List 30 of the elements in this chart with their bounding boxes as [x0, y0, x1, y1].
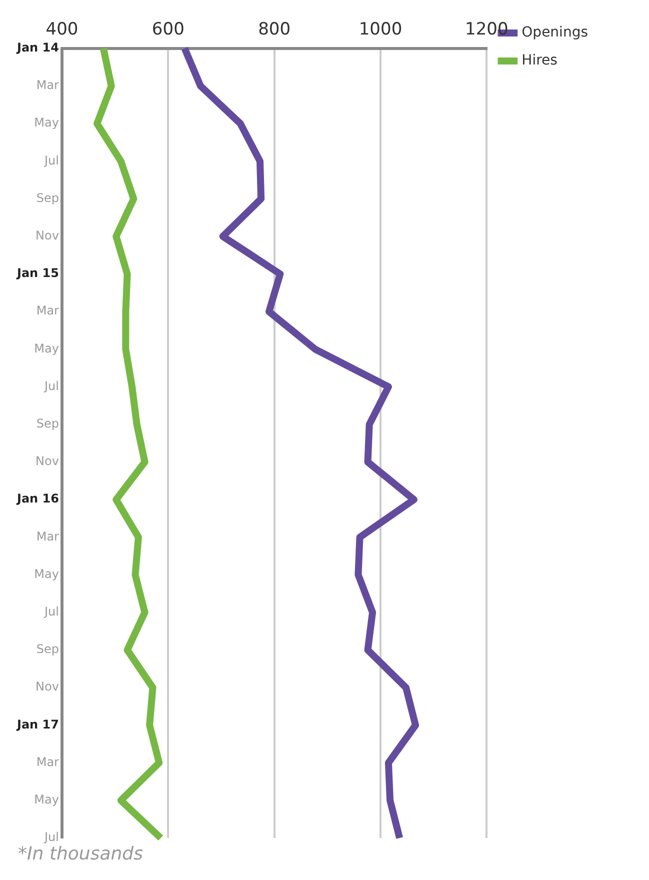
text: *In thousands — [18, 844, 143, 865]
y-tick-label: Jul — [44, 604, 59, 619]
y-tick-label: Mar — [36, 529, 60, 544]
y-tick-label: Jul — [44, 830, 59, 844]
y-tick-label: Sep — [36, 642, 59, 656]
y-tick-label: Nov — [36, 454, 59, 468]
y-tick-label: Sep — [36, 190, 59, 205]
x-tick-label: 1000 — [358, 20, 402, 40]
y-tick-label: Jul — [44, 378, 59, 393]
y-tick-label: Mar — [36, 754, 60, 769]
legend-label: Openings — [522, 24, 588, 41]
y-tick-label: Jan 16 — [16, 492, 59, 506]
x-tick-label: 600 — [152, 20, 184, 40]
y-tick-label: May — [34, 341, 59, 356]
y-tick-label: Jan 14 — [16, 40, 59, 55]
y-tick-label: Sep — [36, 416, 59, 431]
y-tick-label: Mar — [36, 78, 60, 92]
y-tick-label: May — [34, 792, 59, 807]
y-tick-label: May — [34, 566, 59, 581]
y-tick-label: Jul — [44, 153, 59, 168]
y-tick-label: Jan 15 — [16, 266, 59, 280]
x-tick-label: 800 — [258, 20, 291, 40]
y-tick-label: Mar — [36, 304, 60, 318]
y-tick-label: Nov — [36, 228, 59, 243]
x-tick-label: 1200 — [465, 20, 508, 40]
legend-label: Hires — [522, 52, 558, 69]
x-tick-label: 400 — [46, 20, 78, 40]
y-tick-label: May — [34, 116, 59, 130]
y-tick-label: Nov — [36, 680, 59, 694]
y-tick-label: Jan 17 — [16, 717, 59, 732]
